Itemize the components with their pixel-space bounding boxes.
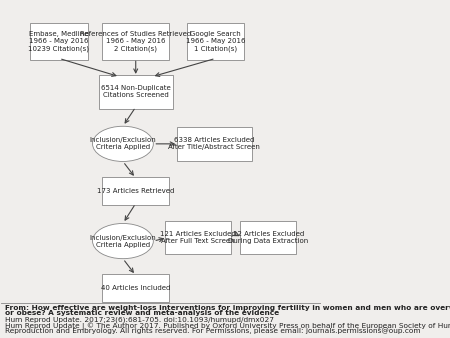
Text: 40 Articles Included: 40 Articles Included [101, 285, 171, 291]
FancyBboxPatch shape [102, 176, 169, 205]
Text: Hum Reprod Update. 2017;23(6):681-705. doi:10.1093/humupd/dmx027: Hum Reprod Update. 2017;23(6):681-705. d… [4, 316, 274, 323]
FancyBboxPatch shape [240, 221, 297, 255]
Text: Hum Reprod Update | © The Author 2017. Published by Oxford University Press on b: Hum Reprod Update | © The Author 2017. P… [4, 322, 450, 330]
Ellipse shape [93, 223, 153, 259]
FancyBboxPatch shape [102, 23, 169, 60]
FancyBboxPatch shape [165, 221, 231, 255]
Text: Google Search
1966 - May 2016
1 Citation(s): Google Search 1966 - May 2016 1 Citation… [186, 31, 245, 52]
Text: 6514 Non-Duplicate
Citations Screened: 6514 Non-Duplicate Citations Screened [101, 86, 171, 98]
Text: References of Studies Retrieved
1966 - May 2016
2 Citation(s): References of Studies Retrieved 1966 - M… [80, 31, 191, 52]
Text: Reproduction and Embryology. All rights reserved. For Permissions, please email:: Reproduction and Embryology. All rights … [4, 328, 420, 334]
Text: From: How effective are weight-loss interventions for improving fertility in wom: From: How effective are weight-loss inte… [4, 305, 450, 311]
Text: 6338 Articles Excluded
After Title/Abstract Screen: 6338 Articles Excluded After Title/Abstr… [168, 137, 260, 150]
Ellipse shape [93, 126, 153, 162]
Text: 121 Articles Excluded
After Full Text Screen: 121 Articles Excluded After Full Text Sc… [160, 231, 236, 244]
FancyBboxPatch shape [30, 23, 88, 60]
Text: 12 Articles Excluded
During Data Extraction: 12 Articles Excluded During Data Extract… [228, 231, 309, 244]
FancyBboxPatch shape [176, 127, 252, 161]
Text: Embase, Medline
1966 - May 2016
10239 Citation(s): Embase, Medline 1966 - May 2016 10239 Ci… [28, 31, 90, 52]
Text: Inclusion/Exclusion
Criteria Applied: Inclusion/Exclusion Criteria Applied [90, 137, 156, 150]
FancyBboxPatch shape [102, 274, 169, 302]
Text: 173 Articles Retrieved: 173 Articles Retrieved [97, 188, 175, 194]
Text: or obese? A systematic review and meta-analysis of the evidence: or obese? A systematic review and meta-a… [4, 311, 279, 316]
FancyBboxPatch shape [187, 23, 244, 60]
FancyBboxPatch shape [99, 75, 172, 108]
Text: Inclusion/Exclusion
Criteria Applied: Inclusion/Exclusion Criteria Applied [90, 235, 156, 247]
